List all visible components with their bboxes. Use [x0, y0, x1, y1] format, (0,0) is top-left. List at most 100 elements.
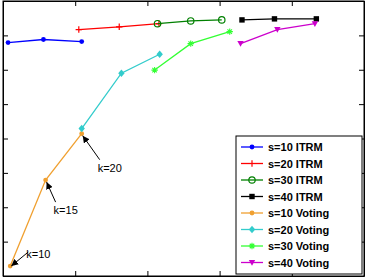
tick — [3, 1, 8, 2]
tick-mark — [3, 1, 8, 2]
legend-box — [236, 136, 362, 274]
tick-mark — [359, 1, 364, 2]
plot: k=10k=15k=20s=10 ITRMs=20 ITRMs=30 ITRMs… — [3, 1, 365, 277]
point — [78, 125, 84, 132]
legend-marker — [249, 226, 255, 233]
chart: k=10k=15k=20s=10 ITRMs=20 ITRMs=30 ITRMs… — [0, 0, 366, 278]
series-line — [158, 20, 222, 24]
point — [219, 17, 225, 23]
point — [118, 69, 124, 76]
tick-mark — [147, 271, 148, 276]
legend-label: s=20 Voting — [268, 224, 329, 236]
tick — [3, 207, 8, 208]
annotation-arrow — [83, 136, 100, 160]
axis-line — [4, 1, 365, 2]
legend-label: s=30 ITRM — [268, 174, 323, 186]
annotations: k=10k=15k=20 — [11, 136, 122, 266]
axis-line — [4, 276, 365, 277]
legend-line — [241, 179, 263, 180]
tick — [220, 271, 221, 276]
tick-mark — [3, 276, 8, 277]
legend: s=10 ITRM s=20 ITRM s=30 ITRM s=40 ITRM s=10… — [236, 136, 362, 274]
tick-mark — [3, 242, 8, 243]
point — [41, 37, 46, 42]
legend-marker — [249, 243, 255, 249]
series-line — [242, 19, 316, 20]
tick — [220, 1, 221, 6]
tick-mark — [147, 1, 148, 6]
legend-label: s=30 Voting — [268, 240, 329, 252]
annotation-arrow — [47, 182, 56, 202]
point — [43, 178, 48, 183]
point — [227, 28, 233, 34]
tick — [3, 35, 8, 36]
legend-marker — [249, 160, 255, 166]
annotation: k=10 — [26, 248, 50, 260]
point — [116, 24, 122, 30]
tick-mark — [359, 276, 364, 277]
point — [239, 17, 244, 22]
tick-mark — [3, 207, 8, 208]
tick — [359, 1, 364, 2]
tick-mark — [75, 1, 76, 6]
tick-mark — [3, 139, 8, 140]
tick — [3, 242, 8, 243]
legend-label: s=40 ITRM — [268, 191, 323, 203]
tick-mark — [292, 1, 293, 6]
legend-label: s=20 ITRM — [268, 158, 323, 170]
series-line — [10, 134, 81, 266]
point — [237, 41, 243, 47]
tick — [359, 35, 364, 36]
point — [272, 16, 277, 21]
tick — [75, 1, 76, 6]
point — [151, 67, 157, 73]
point — [188, 40, 194, 46]
point — [156, 51, 162, 58]
point — [274, 27, 280, 33]
tick-mark — [220, 271, 221, 276]
plot-frame — [3, 1, 364, 276]
legend-marker — [250, 211, 255, 216]
tick — [359, 276, 364, 277]
tick-mark — [359, 104, 364, 105]
tick — [147, 271, 148, 276]
series-line — [79, 24, 159, 30]
series-line — [241, 24, 315, 44]
point — [188, 18, 194, 24]
point — [6, 40, 11, 45]
tick-mark — [75, 271, 76, 276]
series-line — [155, 32, 230, 71]
legend-marker — [249, 260, 255, 266]
tick-mark — [3, 35, 8, 36]
legend-label: s=40 Voting — [268, 257, 329, 269]
tick — [3, 139, 8, 140]
legend-marker — [249, 194, 254, 199]
annotation: k=15 — [54, 204, 78, 216]
tick — [3, 104, 8, 105]
point — [154, 20, 160, 26]
tick — [3, 70, 8, 71]
tick — [147, 1, 148, 6]
axis-line — [364, 2, 365, 277]
legend-marker — [250, 145, 255, 150]
tick — [3, 276, 8, 277]
tick-mark — [359, 35, 364, 36]
point — [76, 26, 82, 32]
tick-mark — [220, 1, 221, 6]
legend-marker — [249, 177, 255, 183]
legend-label: s=10 ITRM — [268, 141, 323, 153]
tick-mark — [3, 104, 8, 105]
tick — [3, 173, 8, 174]
tick — [75, 271, 76, 276]
tick — [359, 104, 364, 105]
series-line — [82, 54, 160, 128]
legend-label: s=10 Voting — [268, 207, 329, 219]
tick — [359, 70, 364, 71]
point — [79, 39, 84, 44]
x-axis-top — [4, 1, 365, 6]
point — [314, 16, 319, 21]
tick-mark — [3, 173, 8, 174]
tick-mark — [3, 70, 8, 71]
tick — [292, 1, 293, 6]
tick-mark — [359, 70, 364, 71]
